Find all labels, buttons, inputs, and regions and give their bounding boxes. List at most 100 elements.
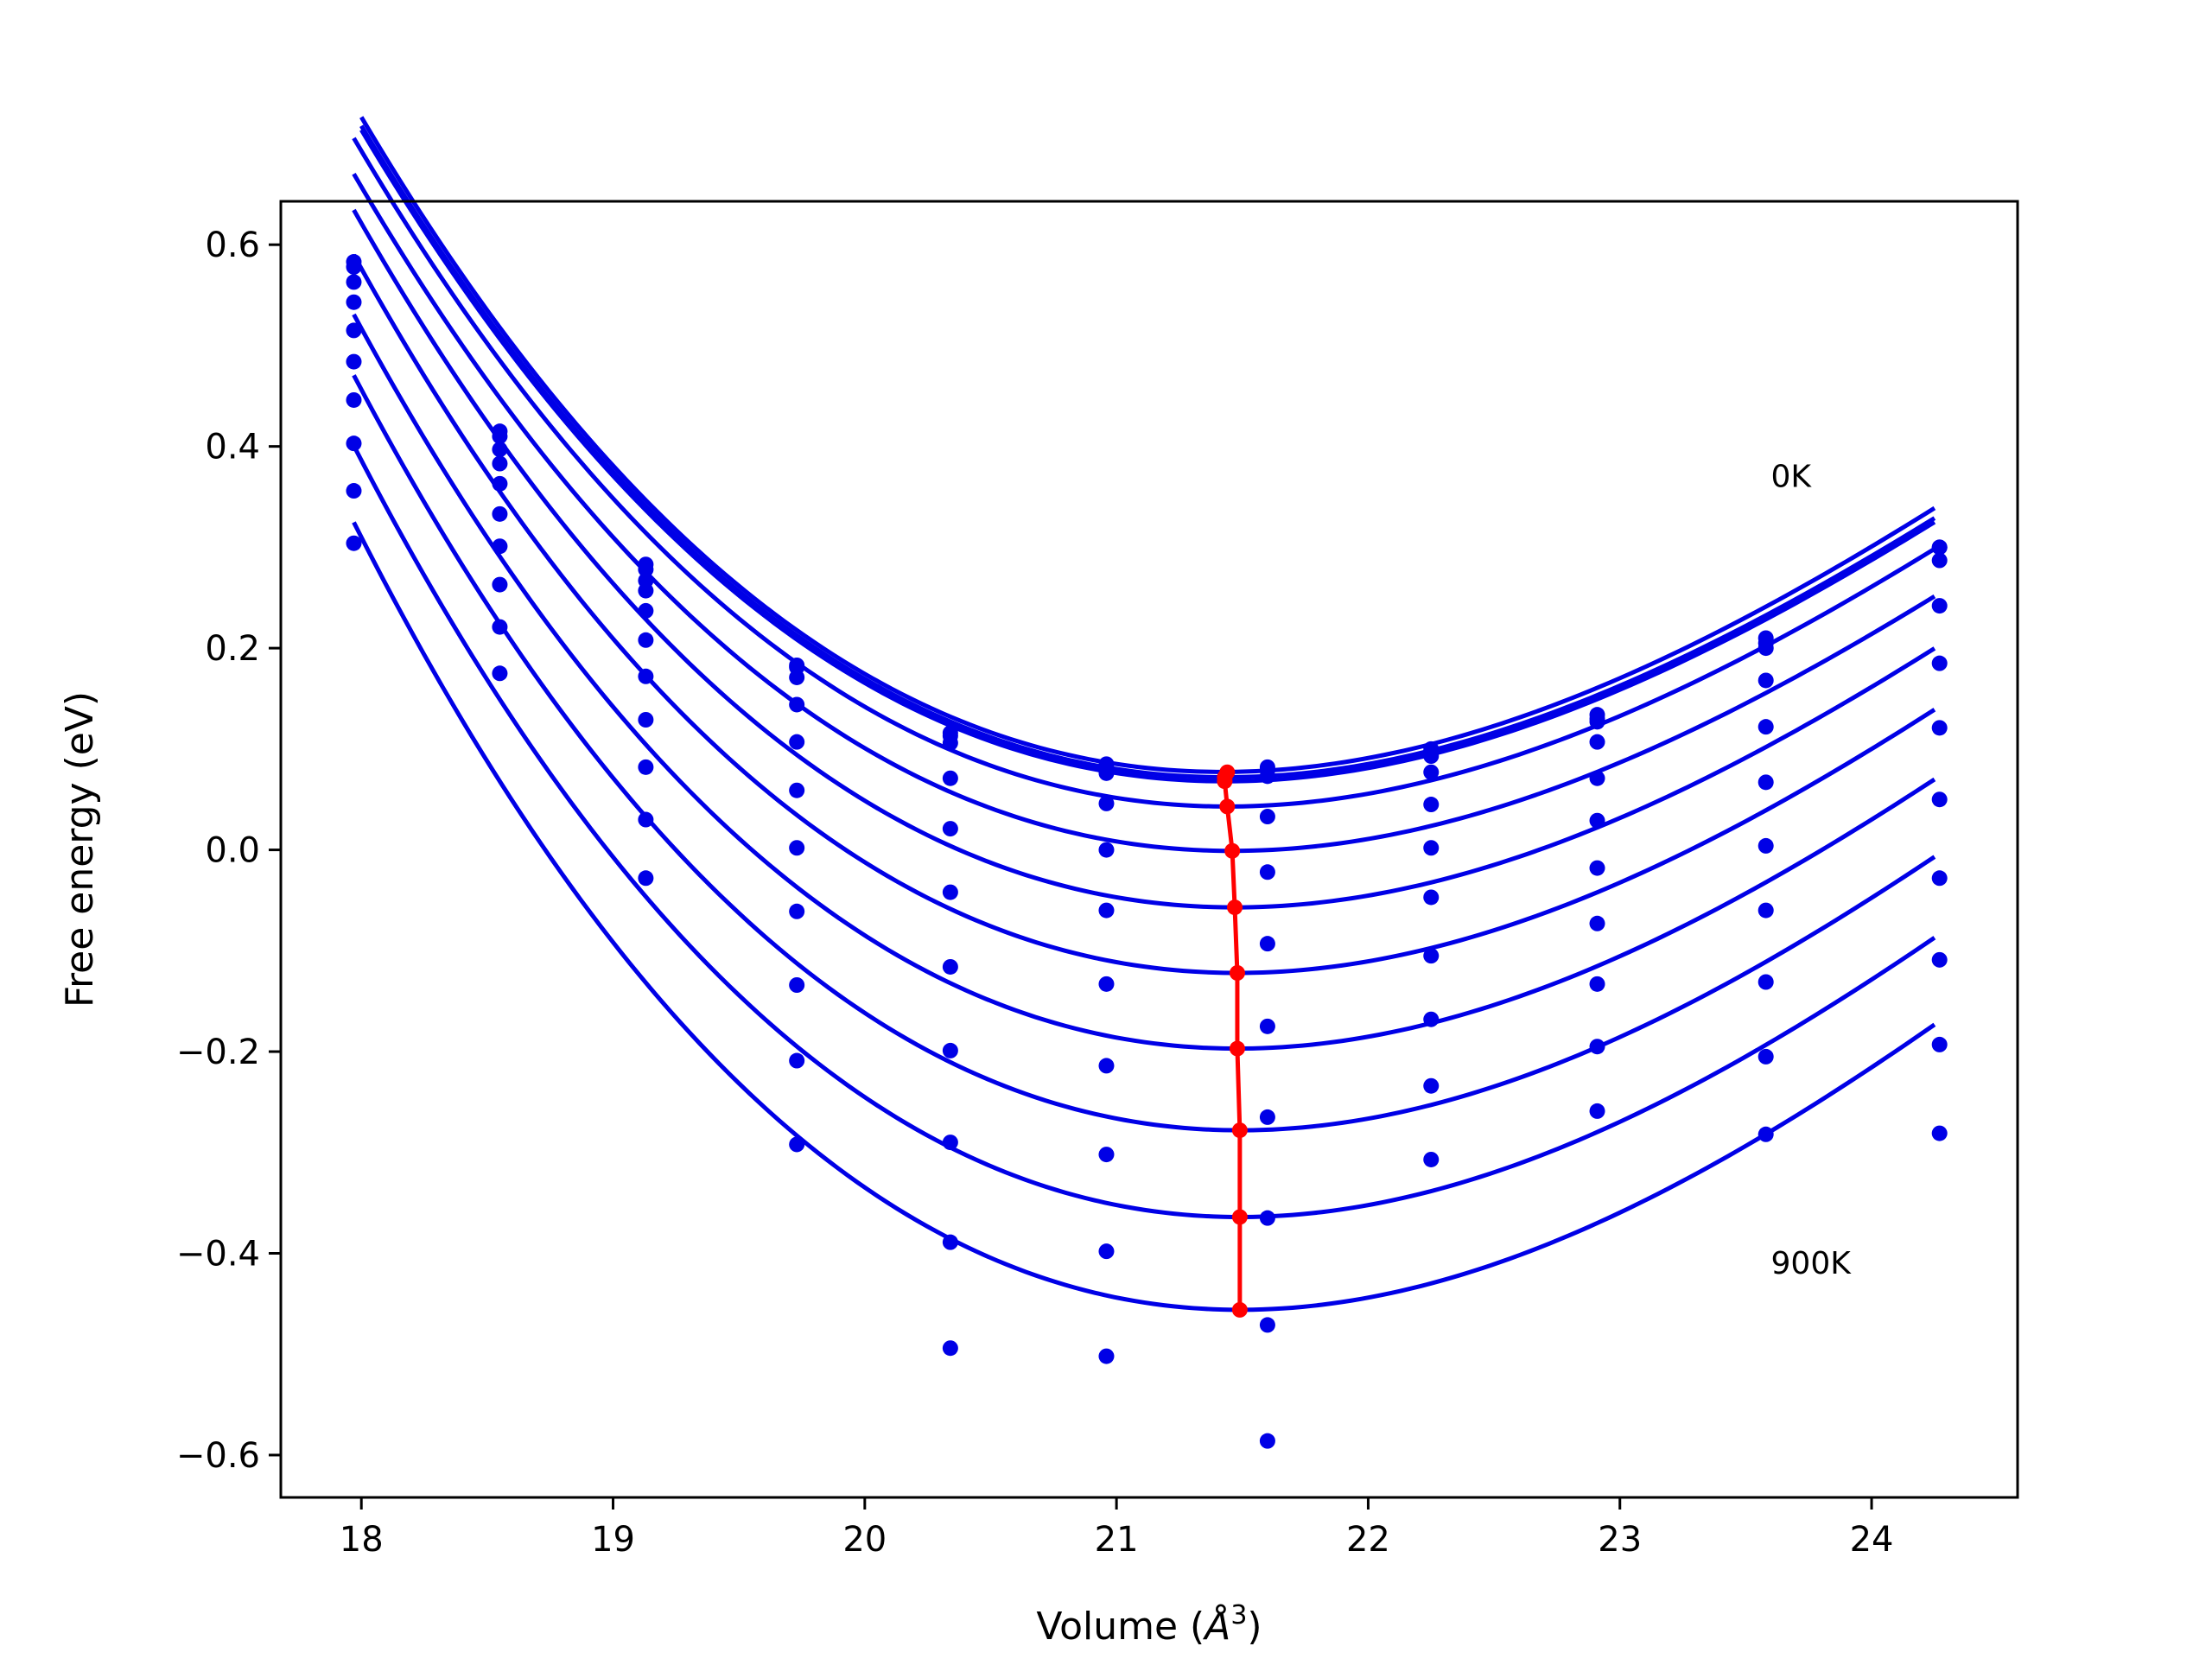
data-point [1931, 1125, 1948, 1141]
data-point [1259, 1317, 1275, 1333]
data-point [1423, 1151, 1440, 1167]
x-axis-title: Volume (Å3) [1036, 1600, 1262, 1649]
data-point [346, 258, 362, 275]
data-point [1423, 1077, 1440, 1094]
fit-curve-6 [352, 253, 1936, 976]
data-point [942, 770, 958, 786]
data-point [492, 475, 508, 492]
data-point [1589, 915, 1605, 931]
x-axis-ticks: 18 19 20 21 22 23 24 [340, 1497, 1894, 1560]
data-point [1589, 1039, 1605, 1055]
fit-curve-8 [352, 374, 1936, 1133]
y-tick-label: 0.2 [205, 629, 260, 669]
data-point [492, 538, 508, 555]
data-point [1931, 655, 1948, 671]
x-tick-label: 24 [1850, 1520, 1894, 1560]
data-point [1758, 902, 1774, 918]
x-tick-label: 20 [842, 1520, 887, 1560]
data-point [638, 668, 654, 684]
fit-curve-3 [352, 137, 1936, 809]
data-point [638, 870, 654, 887]
minimum-point [1231, 1122, 1248, 1139]
fit-curve-1 [359, 124, 1936, 780]
y-axis-title: Free energy (eV) [58, 691, 102, 1007]
data-point [1423, 764, 1440, 780]
data-point [1931, 870, 1948, 887]
x-tick-label: 18 [340, 1520, 384, 1560]
data-point [789, 734, 805, 750]
data-point [1098, 902, 1115, 918]
data-point [789, 903, 805, 919]
data-point [1098, 765, 1115, 781]
fit-curve-10 [352, 521, 1936, 1313]
y-tick-label: −0.4 [176, 1235, 260, 1274]
data-point [346, 322, 362, 339]
data-point [1931, 791, 1948, 808]
data-point [1758, 1048, 1774, 1065]
data-point [789, 696, 805, 713]
data-point [789, 977, 805, 993]
data-point [789, 669, 805, 685]
fit-curve-4 [352, 172, 1936, 854]
data-point [638, 562, 654, 578]
data-point [1259, 1018, 1275, 1034]
x-tick-label: 23 [1598, 1520, 1642, 1560]
data-point [1423, 948, 1440, 964]
data-point [1931, 539, 1948, 556]
data-point [789, 782, 805, 798]
data-point [638, 811, 654, 828]
data-point [789, 1052, 805, 1069]
data-point [942, 1042, 958, 1058]
data-point [1758, 974, 1774, 990]
data-point [1259, 809, 1275, 825]
data-point [1098, 1058, 1115, 1074]
data-point [1589, 1103, 1605, 1119]
fit-curve-5 [352, 208, 1936, 910]
data-point [346, 435, 362, 452]
data-point [789, 840, 805, 856]
data-point [942, 958, 958, 975]
fit-curves [352, 116, 1936, 1313]
x-tick-label: 22 [1346, 1520, 1390, 1560]
minimum-point [1229, 1040, 1245, 1057]
data-point [789, 1136, 805, 1153]
data-point [1758, 719, 1774, 735]
data-point [1931, 552, 1948, 569]
fit-curve-0 [359, 116, 1936, 774]
x-tick-label: 21 [1095, 1520, 1139, 1560]
fit-curve-7 [352, 313, 1936, 1052]
minimum-point [1231, 1209, 1248, 1225]
data-point [492, 455, 508, 472]
data-point [492, 619, 508, 635]
data-point [346, 391, 362, 408]
data-point [1758, 774, 1774, 791]
minimum-point [1231, 1301, 1248, 1318]
y-tick-label: 0.6 [205, 226, 260, 265]
data-point [1259, 864, 1275, 880]
data-point [1589, 770, 1605, 786]
data-point [346, 294, 362, 310]
data-point [1423, 1011, 1440, 1027]
data-point [1758, 672, 1774, 689]
minimum-point [1229, 965, 1245, 981]
data-point [1098, 976, 1115, 992]
y-tick-label: 0.4 [205, 428, 260, 467]
data-point [1423, 797, 1440, 813]
data-point [638, 582, 654, 599]
data-point [492, 505, 508, 522]
data-point [942, 734, 958, 751]
data-point [1098, 1348, 1115, 1364]
data-point [942, 1340, 958, 1357]
data-point [1259, 1433, 1275, 1449]
data-point [492, 576, 508, 593]
data-point [1259, 1210, 1275, 1226]
data-point [638, 602, 654, 619]
data-point [1259, 936, 1275, 952]
temperature-annotation: 900K [1771, 1246, 1853, 1281]
data-point [492, 428, 508, 444]
data-point [942, 821, 958, 837]
data-point [1098, 842, 1115, 858]
data-point [1259, 1109, 1275, 1125]
